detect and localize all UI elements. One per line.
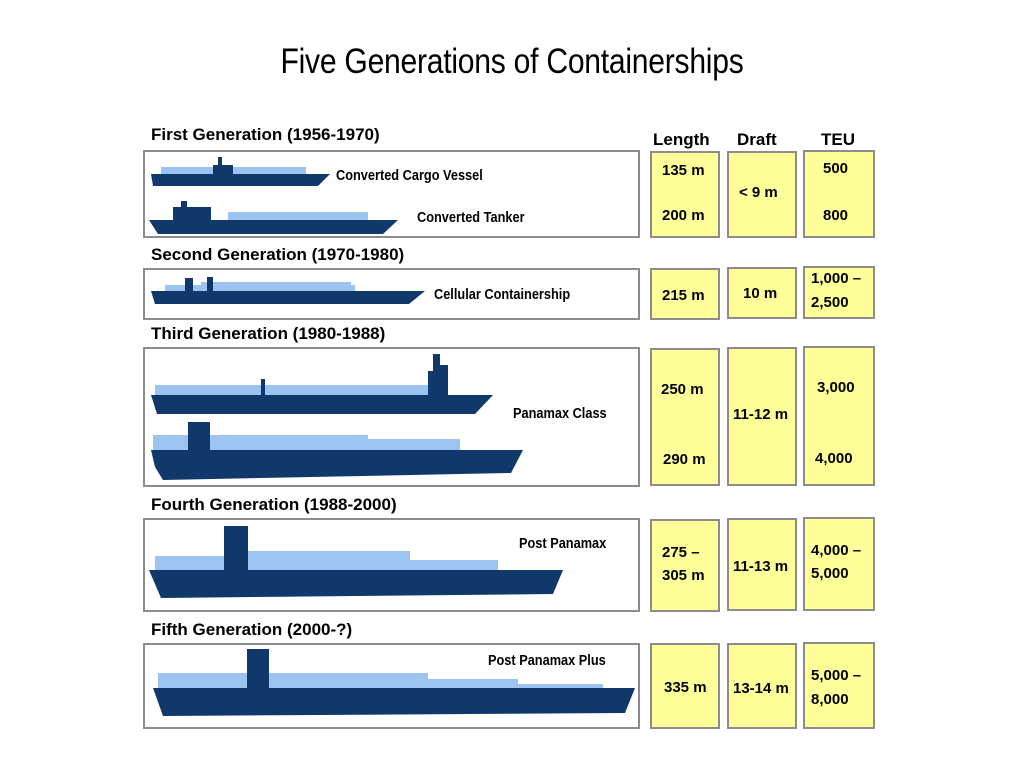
generation-3-ship-illustration <box>151 354 523 480</box>
generation-1-length-value: 200 m <box>662 207 705 224</box>
post-panamax-plus-ship-icon <box>153 649 635 716</box>
generation-5-draft-cell <box>727 643 797 729</box>
converted-cargo-vessel-icon <box>151 157 330 186</box>
generation-2-label: Second Generation (1970-1980) <box>151 245 405 264</box>
generation-3-label: Third Generation (1980-1988) <box>151 324 386 343</box>
generation-3-teu-cell <box>803 346 875 486</box>
generation-4-teu-cell <box>803 517 875 611</box>
post-panamax-ship-icon <box>149 526 563 598</box>
generation-4-draft-cell <box>727 518 797 611</box>
generation-1-draft-value: < 9 m <box>739 184 778 201</box>
generation-2-draft-value: 10 m <box>743 285 778 302</box>
generation-1-draft-cell <box>727 151 797 238</box>
ship-name-converted-tanker: Converted Tanker <box>417 210 525 226</box>
generation-1-teu-value: 800 <box>823 207 849 224</box>
ship-name-cellular-containership: Cellular Containership <box>434 287 571 303</box>
length-column-header: Length <box>653 130 710 149</box>
converted-tanker-icon <box>149 201 398 234</box>
generation-4-label: Fourth Generation (1988-2000) <box>151 495 397 514</box>
generation-5-length-value: 335 m <box>664 679 707 696</box>
generation-3-length-value: 290 m <box>663 451 706 468</box>
ship-name-converted-cargo-vessel: Converted Cargo Vessel <box>336 168 483 184</box>
ship-name-panamax-class: Panamax Class <box>513 406 607 422</box>
generation-3-teu-value: 3,000 <box>817 379 855 396</box>
generation-1-teu-value: 500 <box>823 160 849 177</box>
generation-5-teu-value: 5,000 – <box>811 667 862 684</box>
cellular-containership-icon <box>151 277 425 304</box>
generation-1-ship-illustration <box>149 157 398 234</box>
generation-4-length-value: 275 – <box>662 544 700 561</box>
generation-1-length-cell <box>650 151 720 238</box>
generation-1-teu-cell <box>803 150 875 238</box>
generation-4-draft-value: 11-13 m <box>733 558 789 575</box>
generation-2-teu-value: 2,500 <box>811 294 849 311</box>
generation-4-length-value: 305 m <box>662 567 705 584</box>
panamax-ship-upper-icon <box>151 354 493 414</box>
generation-3-teu-value: 4,000 <box>815 450 853 467</box>
slide-title: Five Generations of Containerships <box>280 42 744 81</box>
generation-2-draft-cell <box>727 267 797 319</box>
generation-5-draft-value: 13-14 m <box>733 680 789 697</box>
panamax-ship-lower-icon <box>151 422 523 480</box>
generation-2-length-value: 215 m <box>662 287 705 304</box>
generation-4-teu-value: 5,000 <box>811 565 849 582</box>
generation-5-ship-illustration <box>153 649 635 716</box>
generation-5-length-cell <box>650 643 720 729</box>
generation-5-teu-value: 8,000 <box>811 691 849 708</box>
generation-4-length-cell <box>650 519 720 612</box>
ship-name-post-panamax: Post Panamax <box>519 536 607 552</box>
generation-3-draft-value: 11-12 m <box>733 406 789 423</box>
ship-name-post-panamax-plus: Post Panamax Plus <box>488 653 606 669</box>
generation-3-draft-cell <box>727 347 797 486</box>
generation-2-teu-value: 1,000 – <box>811 270 862 287</box>
generation-5-label: Fifth Generation (2000-?) <box>151 620 353 639</box>
teu-column-header: TEU <box>821 130 855 149</box>
generation-3-length-value: 250 m <box>661 381 704 398</box>
generation-4-ship-illustration <box>149 526 563 598</box>
generation-5-teu-cell <box>803 642 875 729</box>
draft-column-header: Draft <box>737 130 777 149</box>
generation-2-ship-illustration <box>151 277 425 304</box>
generation-3-length-cell <box>650 348 720 486</box>
generation-2-length-cell <box>650 268 720 320</box>
generation-4-teu-value: 4,000 – <box>811 542 862 559</box>
generation-1-label: First Generation (1956-1970) <box>151 125 380 144</box>
generation-2-teu-cell <box>803 266 875 319</box>
generation-1-length-value: 135 m <box>662 162 705 179</box>
